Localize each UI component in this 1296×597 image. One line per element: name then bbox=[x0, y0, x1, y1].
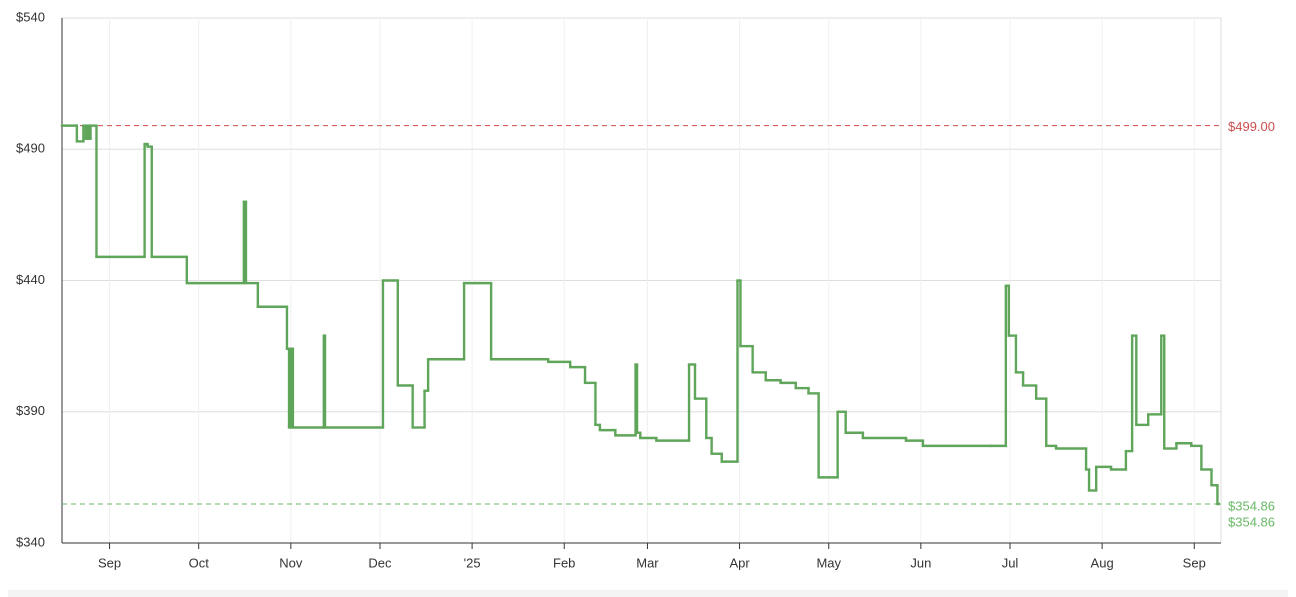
footer-strip bbox=[8, 590, 1288, 597]
x-tick-label: Feb bbox=[553, 555, 575, 570]
x-tick-label: Apr bbox=[729, 555, 750, 570]
x-tick-label: Oct bbox=[189, 555, 210, 570]
x-tick-label: Dec bbox=[368, 555, 392, 570]
x-tick-label: Jun bbox=[910, 555, 931, 570]
x-tick-label: Aug bbox=[1091, 555, 1114, 570]
reference-label: $499.00 bbox=[1228, 119, 1275, 134]
reference-label: $354.86 bbox=[1228, 498, 1275, 513]
x-tick-label: Sep bbox=[98, 555, 121, 570]
last-value-label: $354.86 bbox=[1228, 514, 1275, 529]
y-tick-label: $490 bbox=[16, 141, 45, 156]
y-tick-label: $340 bbox=[16, 534, 45, 549]
x-tick-label: May bbox=[816, 555, 841, 570]
x-tick-label: Nov bbox=[279, 555, 303, 570]
x-tick-label: '25 bbox=[464, 555, 481, 570]
x-tick-label: Sep bbox=[1183, 555, 1206, 570]
y-tick-label: $540 bbox=[16, 9, 45, 24]
y-tick-label: $440 bbox=[16, 272, 45, 287]
x-tick-label: Mar bbox=[636, 555, 659, 570]
y-tick-label: $390 bbox=[16, 403, 45, 418]
x-tick-label: Jul bbox=[1002, 555, 1019, 570]
